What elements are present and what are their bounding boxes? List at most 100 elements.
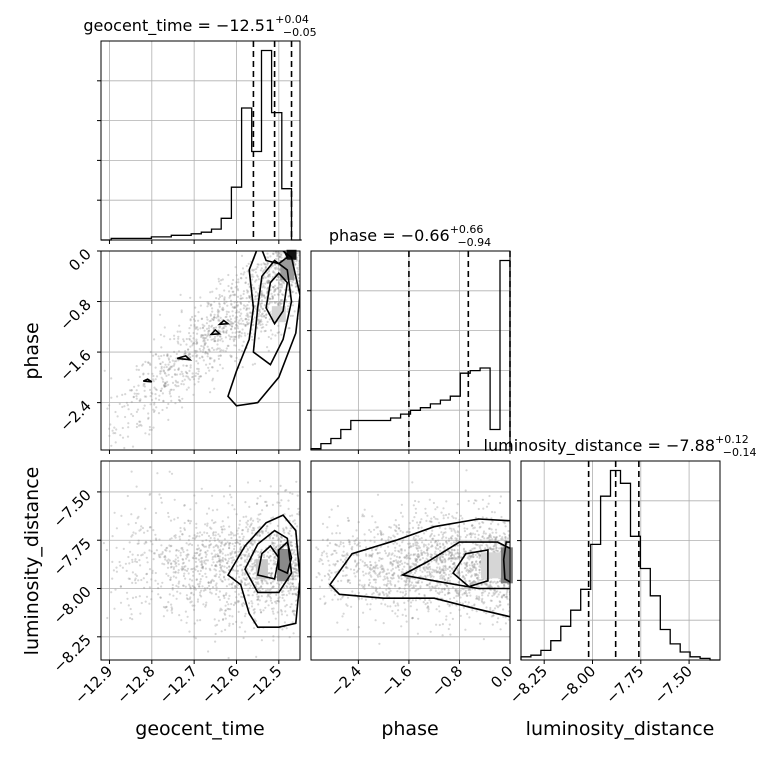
sample-point: [179, 293, 182, 296]
sample-point: [292, 243, 294, 245]
sample-point: [341, 554, 344, 557]
sample-point: [294, 557, 297, 560]
sample-point: [383, 549, 387, 553]
sample-point: [188, 369, 191, 372]
sample-point: [159, 362, 162, 365]
sample-point: [153, 403, 156, 406]
sample-point: [164, 556, 167, 559]
sample-point: [131, 596, 135, 600]
sample-point: [170, 562, 173, 565]
sample-point: [187, 553, 190, 556]
sample-point: [282, 280, 286, 283]
sample-point: [332, 563, 335, 566]
sample-point: [254, 590, 257, 593]
sample-point: [285, 544, 288, 547]
sample-point: [159, 372, 162, 375]
sample-point: [290, 544, 293, 547]
sample-point: [294, 564, 297, 567]
sample-point: [453, 566, 456, 569]
sample-point: [159, 556, 162, 559]
sample-point: [204, 352, 207, 355]
sample-point: [302, 252, 304, 254]
sample-point: [403, 565, 406, 568]
sample-point: [261, 286, 264, 289]
sample-point: [257, 321, 261, 324]
sample-point: [258, 525, 261, 529]
sample-point: [410, 601, 413, 604]
sample-point: [292, 561, 295, 564]
sample-point: [350, 605, 353, 608]
sample-point: [220, 525, 223, 529]
sample-point: [131, 534, 134, 537]
sample-point: [245, 521, 248, 524]
sample-point: [161, 552, 164, 555]
sample-point: [463, 550, 466, 553]
sample-point: [411, 562, 414, 565]
xtick-label-luminosity_distance: −8.25: [506, 662, 551, 707]
sample-point: [259, 320, 262, 323]
sample-point: [467, 569, 470, 572]
sample-point: [457, 592, 461, 595]
sample-point: [447, 553, 450, 556]
sample-point: [331, 598, 334, 601]
sample-point: [201, 323, 204, 326]
sample-point: [232, 338, 235, 341]
sample-point: [327, 574, 331, 577]
sample-point: [136, 542, 139, 545]
sample-point: [228, 294, 232, 298]
sample-point: [287, 295, 290, 298]
sample-point: [214, 593, 218, 596]
sample-point: [326, 526, 329, 529]
sample-point: [407, 556, 410, 559]
sample-point: [175, 554, 178, 557]
sample-point: [401, 568, 404, 571]
sample-point: [196, 565, 199, 568]
sample-point: [275, 251, 278, 254]
sample-point: [489, 522, 493, 525]
sample-point: [268, 301, 272, 304]
sample-point: [272, 607, 275, 610]
sample-point: [230, 286, 233, 289]
sample-point: [445, 540, 448, 543]
sample-point: [244, 501, 247, 504]
sample-point: [344, 566, 347, 569]
sample-point: [480, 583, 483, 586]
sample-point: [396, 562, 400, 565]
sample-point: [212, 546, 215, 549]
sample-point: [287, 507, 290, 510]
sample-point: [363, 564, 366, 567]
sample-point: [189, 520, 192, 523]
sample-point: [357, 626, 360, 629]
sample-point: [184, 577, 187, 580]
sample-point: [338, 545, 341, 548]
sample-point: [201, 556, 204, 559]
sample-point: [393, 571, 396, 575]
sample-point: [375, 587, 378, 590]
sample-point: [131, 414, 135, 418]
sample-point: [475, 595, 478, 598]
sample-point: [129, 607, 132, 611]
sample-point: [188, 597, 191, 601]
sample-point: [215, 573, 218, 576]
sample-point: [256, 582, 259, 585]
sample-point: [199, 552, 202, 555]
sample-point: [463, 562, 466, 565]
sample-point: [421, 541, 424, 544]
sample-point: [302, 241, 304, 243]
sample-point: [503, 585, 506, 588]
sample-point: [511, 533, 513, 535]
sample-point: [373, 528, 376, 531]
sample-point: [295, 292, 298, 295]
sample-point: [246, 555, 249, 559]
sample-point: [266, 263, 269, 266]
sample-point: [262, 326, 265, 329]
sample-point: [295, 237, 297, 239]
sample-point: [204, 372, 207, 375]
sample-point: [409, 553, 413, 556]
sample-point: [445, 615, 448, 618]
sample-point: [220, 279, 223, 282]
sample-point: [268, 556, 271, 559]
sample-point: [301, 290, 303, 292]
sample-point: [274, 301, 277, 305]
sample-point: [504, 596, 507, 599]
